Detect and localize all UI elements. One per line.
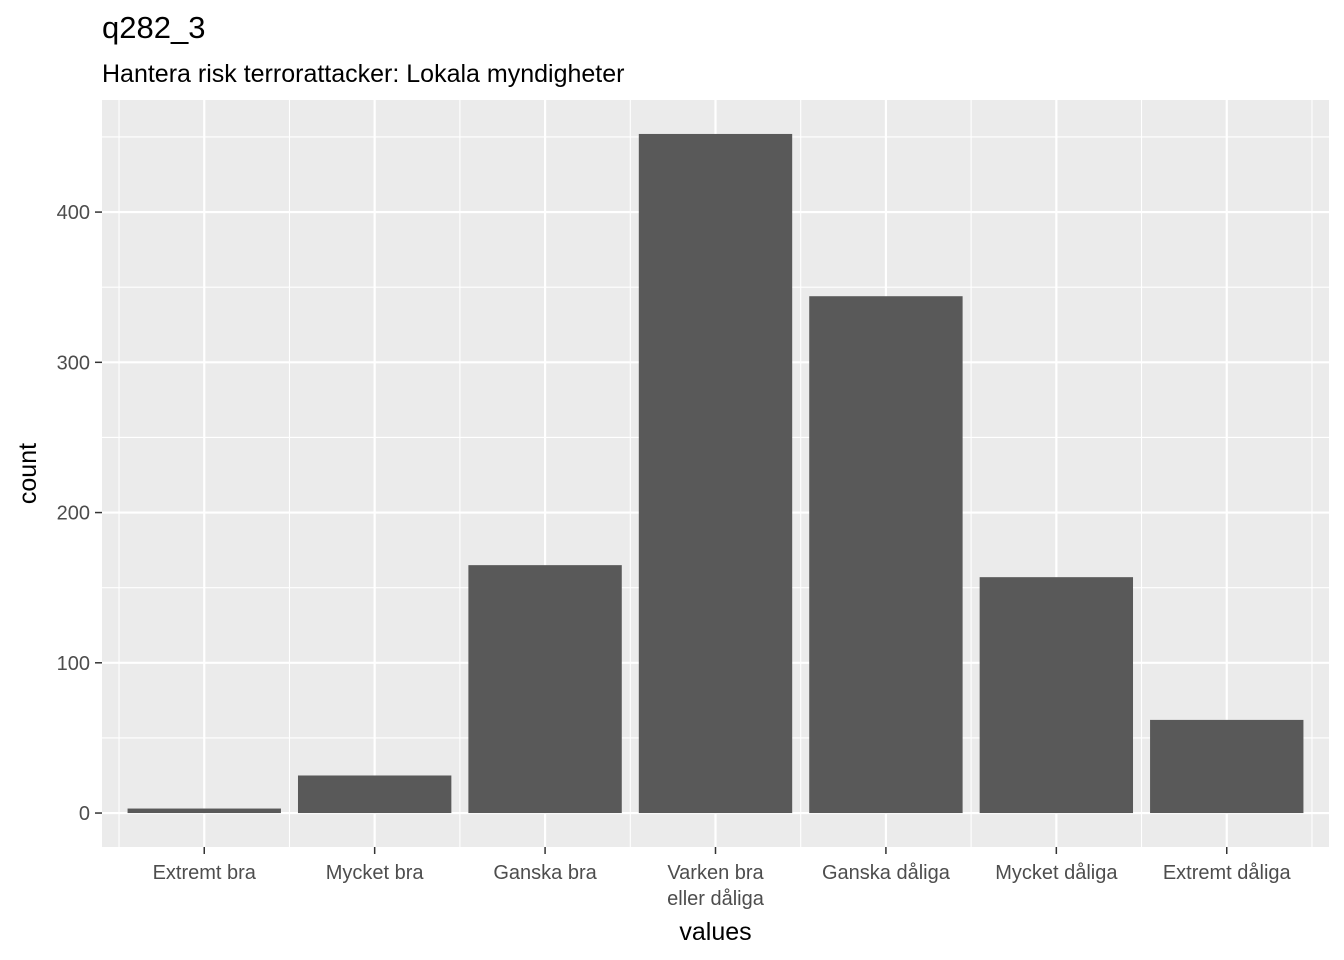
bars [127, 133, 1304, 814]
bar [809, 296, 963, 814]
x-tick-label: Ganska bra [493, 862, 597, 884]
y-tick-label: 300 [57, 352, 90, 374]
bar [1150, 719, 1304, 814]
bar [979, 577, 1134, 814]
x-tick-label: Extremt dåliga [1163, 862, 1292, 884]
x-axis: Extremt bra Mycket bra Ganska bra Varken br… [153, 847, 1292, 910]
x-tick-label: Ganska dåliga [822, 862, 951, 884]
y-tick-label: 0 [79, 803, 90, 825]
x-axis-title: values [679, 918, 751, 946]
x-tick-label: Mycket dåliga [995, 862, 1118, 884]
chart-title: q282_3 [102, 10, 206, 45]
bar [297, 775, 452, 814]
x-tick-label: Varken bra eller dåliga [667, 862, 765, 910]
x-tick-label: Mycket bra [326, 862, 425, 884]
chart-subtitle: Hantera risk terrorattacker: Lokala mynd… [102, 60, 625, 88]
y-tick-label: 400 [57, 202, 90, 224]
x-tick-label: Extremt bra [153, 862, 257, 884]
y-tick-label: 100 [57, 653, 90, 675]
bar [127, 808, 281, 814]
y-axis-title: count [14, 443, 42, 504]
y-tick-label: 200 [57, 503, 90, 525]
bar [638, 133, 793, 814]
bar [468, 565, 622, 814]
y-axis: 0 100 200 300 400 [57, 202, 102, 825]
